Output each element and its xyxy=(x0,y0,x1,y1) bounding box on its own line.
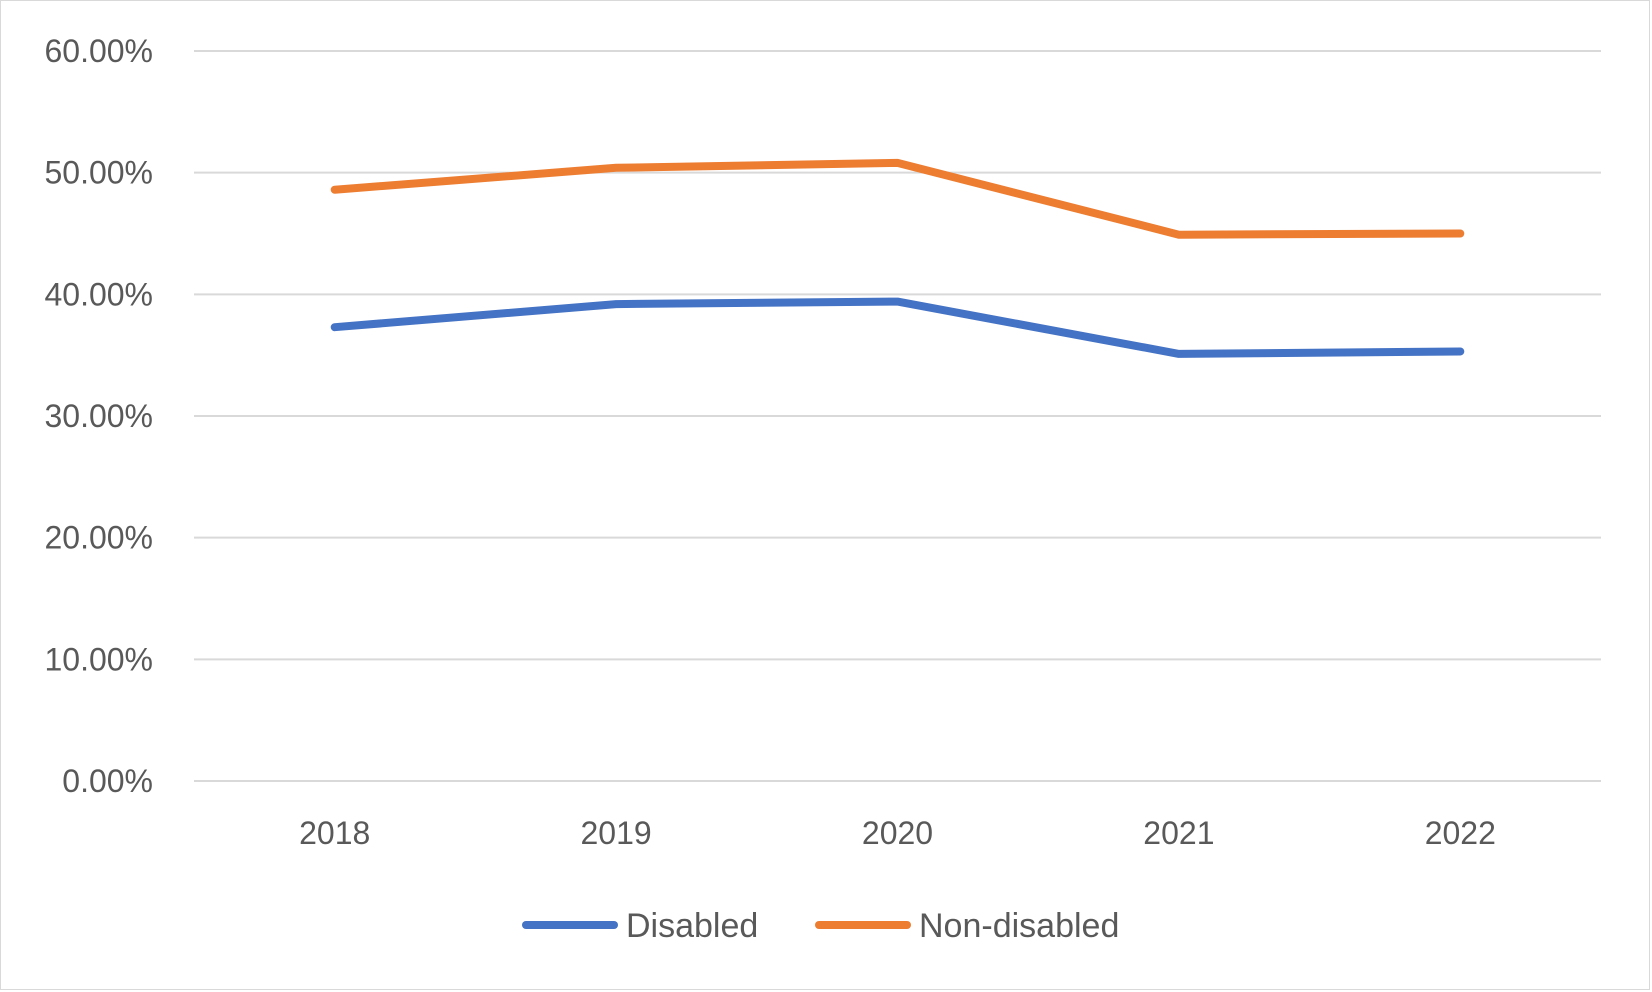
gridlines xyxy=(194,50,1601,782)
x-tick-label: 2022 xyxy=(1425,815,1496,851)
y-tick-label: 10.00% xyxy=(44,641,153,677)
y-tick-label: 20.00% xyxy=(44,520,153,556)
x-tick-label: 2020 xyxy=(862,815,933,851)
x-axis-tick-labels: 2018 2019 2020 2021 2022 xyxy=(299,815,1496,851)
x-tick-label: 2018 xyxy=(299,815,370,851)
x-tick-label: 2019 xyxy=(581,815,652,851)
y-tick-label: 30.00% xyxy=(44,398,153,434)
x-tick-label: 2021 xyxy=(1143,815,1214,851)
y-axis-tick-labels: 0.00% 10.00% 20.00% 30.00% 40.00% 50.00% 60.00… xyxy=(44,33,153,799)
series-line-non-disabled xyxy=(330,158,1465,239)
series-line-disabled xyxy=(330,297,1465,358)
y-tick-label: 0.00% xyxy=(62,763,153,799)
y-tick-label: 40.00% xyxy=(44,276,153,312)
series-lines xyxy=(330,158,1465,358)
y-tick-label: 60.00% xyxy=(44,33,153,69)
legend: Disabled Non-disabled xyxy=(522,907,1119,945)
legend-label: Disabled xyxy=(626,907,758,945)
y-tick-label: 50.00% xyxy=(44,155,153,191)
legend-label: Non-disabled xyxy=(919,907,1119,945)
